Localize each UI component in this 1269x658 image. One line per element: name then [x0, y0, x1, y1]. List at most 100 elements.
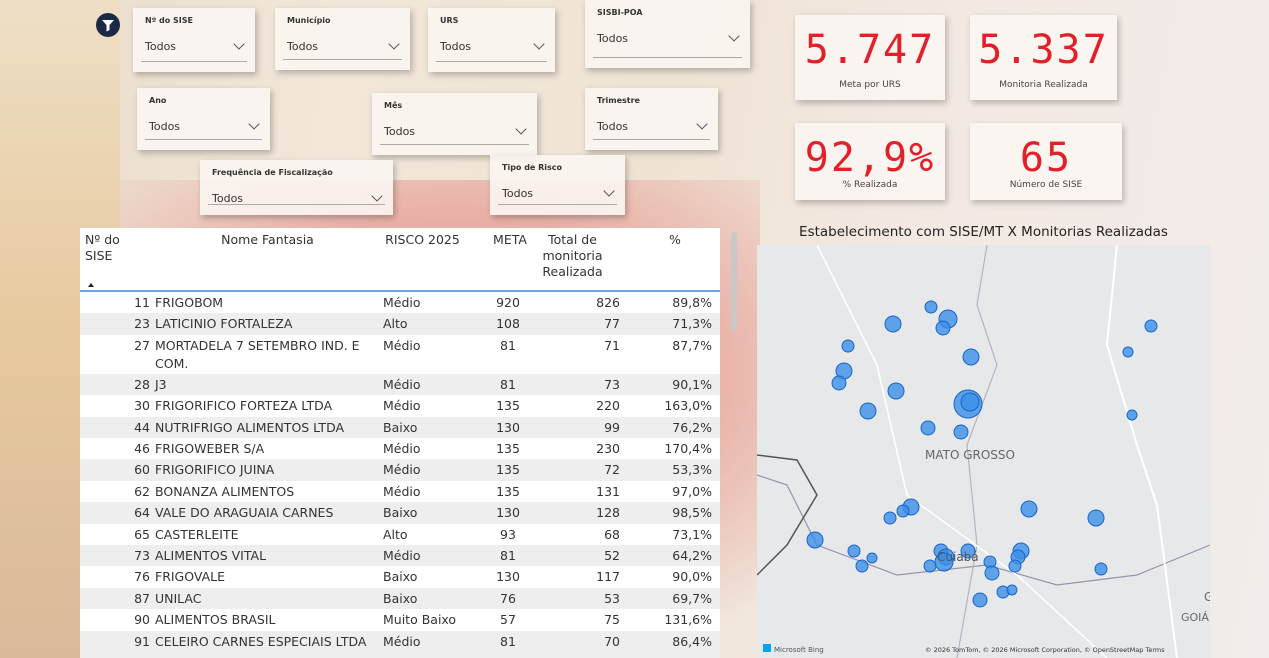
table-cell: 90,0% [625, 568, 712, 586]
table-cell: 62 [80, 483, 150, 501]
map-bubble [897, 505, 909, 517]
filter-icon[interactable] [96, 13, 120, 37]
sort-indicator [88, 283, 94, 287]
chevron [248, 118, 259, 129]
table-cell: NUTRIFRIGO ALIMENTOS LTDA [155, 419, 380, 437]
map[interactable]: MATO GROSSO Cuiabá G GOIÁ Microsoft Bing… [757, 245, 1210, 658]
table-cell: Baixo [383, 504, 463, 522]
bing-logo [763, 644, 771, 652]
map-bubble [807, 532, 823, 548]
table-cell: 23 [80, 315, 150, 333]
table-cell: 77 [535, 315, 620, 333]
slicer-value: Todos [597, 32, 628, 45]
table-cell: 128 [535, 504, 620, 522]
chevron [603, 185, 614, 196]
table-cell: 70 [535, 633, 620, 651]
map-title: Estabelecimento com SISE/MT X Monitorias… [757, 224, 1210, 240]
map-bubble [848, 545, 860, 557]
table-cell: Alto [383, 315, 463, 333]
slicer-label: Mês [384, 101, 402, 110]
map-label: G [1204, 590, 1210, 604]
kpi-card: 92,9%% Realizada [795, 123, 945, 200]
map-bubble [1127, 410, 1137, 420]
table-cell: 131,6% [625, 611, 712, 629]
table-cell: Alto [383, 526, 463, 544]
map-bubble [1007, 585, 1017, 595]
table-cell: Baixo [383, 419, 463, 437]
scrollbar[interactable] [731, 232, 737, 332]
table-cell: ALIMENTOS VITAL [155, 547, 380, 565]
column-header: Total de monitoria Realizada [535, 232, 610, 280]
chevron [728, 30, 739, 41]
table-cell: 76,2% [625, 419, 712, 437]
table-cell: Médio [383, 461, 463, 479]
map-label: MATO GROSSO [925, 448, 1015, 462]
table-cell: 826 [535, 294, 620, 312]
table-cell: 73 [80, 547, 150, 565]
table-cell: 75 [535, 611, 620, 629]
kpi-label: Meta por URS [795, 80, 945, 90]
chevron [696, 118, 707, 129]
table-cell: FRIGOBOM [155, 294, 380, 312]
map-bubble [884, 512, 896, 524]
map-bubble [888, 383, 904, 399]
chevron [533, 38, 544, 49]
map-label: Cuiabá [937, 550, 979, 564]
table-cell: 73 [535, 376, 620, 394]
kpi-card: 5.747 Meta por URS [795, 15, 945, 100]
table-cell: 44 [80, 419, 150, 437]
map-bubble [842, 340, 854, 352]
table-cell: BONANZA ALIMENTOS [155, 483, 380, 501]
underline [436, 61, 547, 62]
table-cell: 90,1% [625, 376, 712, 394]
chevron [371, 190, 382, 201]
table-cell: FRIGORIFICO FORTEZA LTDA [155, 397, 380, 415]
table-cell: Médio [383, 294, 463, 312]
table-cell: VALE DO ARAGUAIA CARNES [155, 504, 380, 522]
table-cell: FRIGOVALE [155, 568, 380, 586]
table-cell: FRIGORIFICO JUINA [155, 461, 380, 479]
kpi-value: 5.747 [795, 27, 945, 73]
slicer-label: Tipo de Risco [502, 163, 562, 172]
kpi-card: 65Número de SISE [970, 123, 1122, 200]
map-attribution[interactable]: © 2026 TomTom, © 2026 Microsoft Corporat… [925, 646, 1165, 654]
map-bubble [1021, 501, 1037, 517]
table-cell: LATICINIO FORTALEZA [155, 315, 380, 333]
table-cell: Baixo [383, 590, 463, 608]
table-cell: 11 [80, 294, 150, 312]
table-cell: 65 [80, 526, 150, 544]
kpi-value: 92,9% [795, 135, 945, 181]
underline [283, 59, 402, 60]
map-bubble [954, 425, 968, 439]
table-cell: 76 [80, 568, 150, 586]
underline [593, 139, 710, 140]
column-header: Nº do SISE [85, 232, 140, 264]
slicer-label: Trimestre [597, 96, 640, 105]
table-cell: Médio [383, 376, 463, 394]
